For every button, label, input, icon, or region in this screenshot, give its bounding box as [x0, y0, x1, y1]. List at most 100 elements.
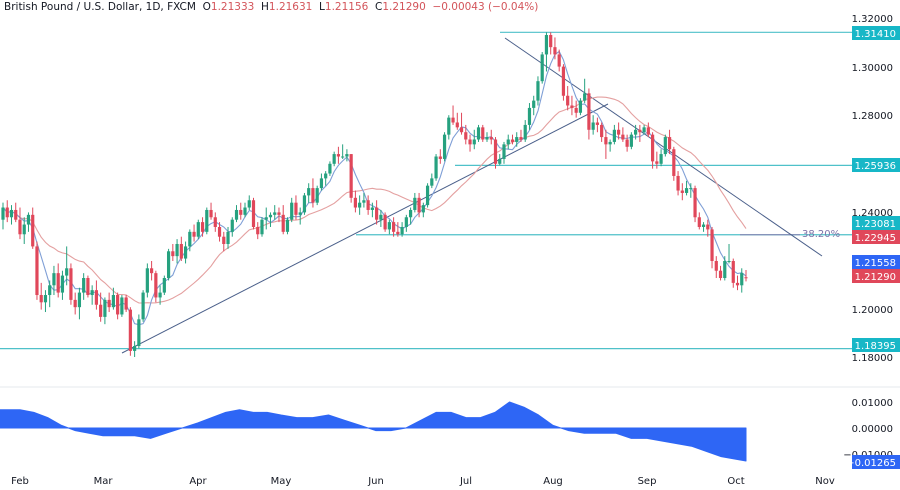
- candle-down: [464, 132, 468, 140]
- time-axis[interactable]: Feb Mar Apr May Jun Jul Aug Sep Oct Nov: [11, 476, 835, 487]
- candle-up: [689, 188, 693, 190]
- oscillator-area: [0, 401, 747, 462]
- price-tick-label: 1.20000: [852, 305, 893, 316]
- candle-up: [515, 137, 519, 142]
- candle-up: [52, 273, 56, 286]
- rising-trendline: [121, 103, 609, 354]
- candlesticks: [1, 32, 748, 357]
- candle-down: [311, 188, 315, 203]
- candle-up: [166, 251, 171, 279]
- candle-down: [638, 129, 642, 133]
- candle-up: [540, 54, 544, 82]
- candle-up: [302, 195, 307, 213]
- price-tags: 1.31410 1.25936 1.23081 1.22945 1.21558 1.212…: [846, 26, 900, 469]
- candle-up: [578, 100, 583, 113]
- candle-down: [417, 197, 421, 213]
- candle-up: [727, 261, 731, 262]
- candle-up: [319, 178, 324, 189]
- candle-down: [5, 207, 9, 218]
- candle-down: [281, 214, 285, 232]
- moving-averages: [2, 50, 747, 326]
- candle-up: [60, 275, 65, 293]
- month-label-oct: Oct: [727, 476, 744, 487]
- candle-down: [493, 139, 498, 164]
- candle-down: [73, 299, 77, 308]
- candle-down: [438, 156, 442, 159]
- month-label-sep: Sep: [638, 476, 657, 487]
- candle-up: [1, 207, 5, 220]
- candle-down: [31, 214, 35, 247]
- candle-down: [56, 273, 60, 293]
- candle-down: [35, 246, 39, 296]
- falling-trendline: [504, 37, 823, 257]
- candle-down: [570, 105, 574, 108]
- candle-down: [510, 139, 515, 142]
- candle-down: [154, 273, 158, 298]
- candle-up: [472, 139, 476, 145]
- candle-up: [103, 299, 107, 317]
- candle-down: [94, 290, 99, 305]
- candle-up: [701, 224, 706, 227]
- candle-up: [162, 278, 166, 293]
- candle-down: [697, 217, 701, 227]
- candle-down: [718, 270, 723, 279]
- candle-down: [451, 117, 455, 123]
- symbol-title: British Pound / U.S. Dollar, 1D, FXCM: [4, 1, 196, 13]
- candle-down: [39, 295, 43, 303]
- candle-down: [459, 127, 464, 133]
- candle-up: [629, 134, 633, 147]
- candle-up: [175, 243, 179, 257]
- fast-moving-average-line: [2, 50, 747, 326]
- candle-up: [133, 346, 137, 351]
- candle-up: [290, 202, 294, 220]
- candle-up: [90, 290, 94, 296]
- candle-up: [387, 222, 391, 230]
- candle-up: [196, 222, 200, 237]
- candle-up: [65, 268, 69, 276]
- candle-down: [676, 175, 680, 191]
- oscillator-tick-label: 0.01000: [852, 398, 893, 409]
- candle-down: [655, 161, 659, 164]
- price-tick-label: 1.24000: [852, 208, 893, 219]
- candle-up: [502, 144, 506, 159]
- candle-up: [230, 219, 234, 232]
- candle-up: [158, 292, 162, 298]
- price-tag-box: [852, 230, 900, 244]
- candle-down: [455, 122, 459, 128]
- high-label: H: [261, 1, 269, 13]
- price-tag-label: −0.01265: [846, 458, 896, 469]
- candle-up: [26, 214, 31, 225]
- candle-down: [744, 277, 748, 279]
- candle-up: [583, 93, 587, 101]
- low-label: L: [319, 1, 325, 13]
- candle-up: [247, 200, 251, 208]
- candle-up: [205, 209, 209, 232]
- fib-38-label: 38.20%: [802, 229, 840, 240]
- price-tag-box: [852, 158, 900, 172]
- candle-down: [150, 268, 154, 274]
- candle-down: [171, 251, 175, 257]
- candle-down: [392, 222, 396, 232]
- candle-down: [646, 127, 650, 135]
- candle-down: [617, 129, 621, 135]
- candle-down: [336, 154, 341, 157]
- candle-down: [366, 200, 370, 210]
- candle-down: [99, 304, 103, 317]
- candle-down: [239, 209, 243, 215]
- candle-up: [421, 205, 425, 213]
- candle-up: [341, 156, 345, 158]
- candle-up: [608, 141, 612, 145]
- candle-down: [69, 268, 73, 300]
- candle-up: [634, 129, 638, 135]
- price-tick-label: 1.18000: [852, 353, 893, 364]
- candle-down: [18, 219, 22, 235]
- candle-up: [413, 197, 417, 210]
- candle-up: [243, 207, 247, 215]
- candle-up: [77, 292, 82, 308]
- month-label-jul: Jul: [459, 476, 472, 487]
- candle-down: [672, 149, 676, 176]
- candle-down: [179, 243, 183, 259]
- candle-up: [408, 209, 413, 218]
- price-tick-label: 1.30000: [852, 63, 893, 74]
